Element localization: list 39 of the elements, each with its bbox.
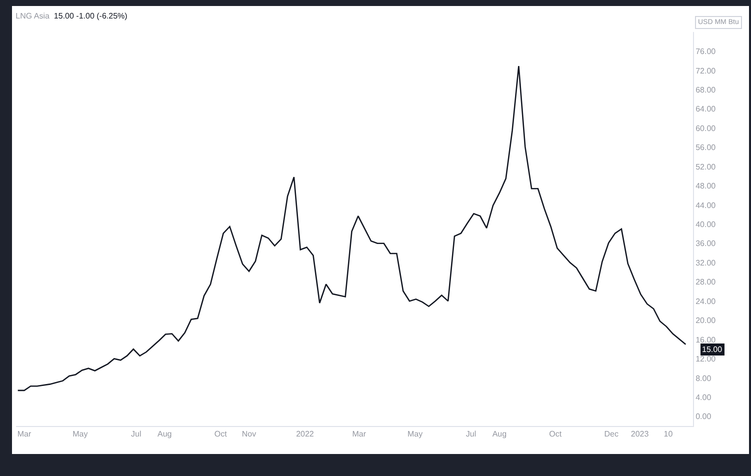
y-tick-label: 12.00 <box>696 354 716 364</box>
x-tick-label: Oct <box>214 430 228 439</box>
chart-subtitle: 15.00 -1.00 (-6.25%) <box>54 11 128 20</box>
y-tick-label: 28.00 <box>696 278 716 287</box>
y-tick-label: 64.00 <box>696 104 716 114</box>
x-tick-label: Jul <box>466 430 476 439</box>
y-tick-label: 72.00 <box>696 66 716 76</box>
y-tick-label: 0.00 <box>696 412 712 422</box>
x-tick-label: Aug <box>492 430 507 439</box>
line-series <box>17 65 686 392</box>
y-tick-label: 8.00 <box>696 374 712 383</box>
x-tick-label: Mar <box>17 430 32 439</box>
x-tick-label: May <box>72 430 88 439</box>
y-tick-label: 24.00 <box>696 296 716 306</box>
x-tick-label: 10 <box>664 430 674 439</box>
x-tick-label: Nov <box>242 430 256 439</box>
x-tick-label: 2022 <box>296 430 314 439</box>
x-tick-label: Dec <box>604 430 618 439</box>
y-tick-label: 20.00 <box>696 316 716 326</box>
y-tick-label: 32.00 <box>696 258 716 268</box>
y-tick-label: 48.00 <box>696 182 716 191</box>
y-tick-label: 40.00 <box>696 220 716 229</box>
x-tick-label: Oct <box>549 430 562 439</box>
annotation: 15.00 <box>702 345 723 354</box>
chart-title: LNG Asia <box>16 11 50 20</box>
y-tick-label: 4.00 <box>696 392 712 402</box>
y-tick-label: 44.00 <box>696 200 716 210</box>
x-tick-label: 2023 <box>630 430 650 439</box>
y-tick-label: 36.00 <box>696 239 716 248</box>
x-tick-label: Aug <box>157 430 172 439</box>
y-tick-label: 68.00 <box>696 85 716 94</box>
y-tick-label: 16.00 <box>696 335 716 344</box>
x-tick-label: Mar <box>352 430 366 439</box>
x-tick-label: May <box>407 430 423 439</box>
x-tick-label: Jul <box>131 430 142 439</box>
y-tick-label: 52.00 <box>696 162 716 172</box>
y-tick-label: 56.00 <box>696 143 716 152</box>
y-tick-label: 76.00 <box>696 47 716 56</box>
y-tick-label: 60.00 <box>696 124 716 133</box>
